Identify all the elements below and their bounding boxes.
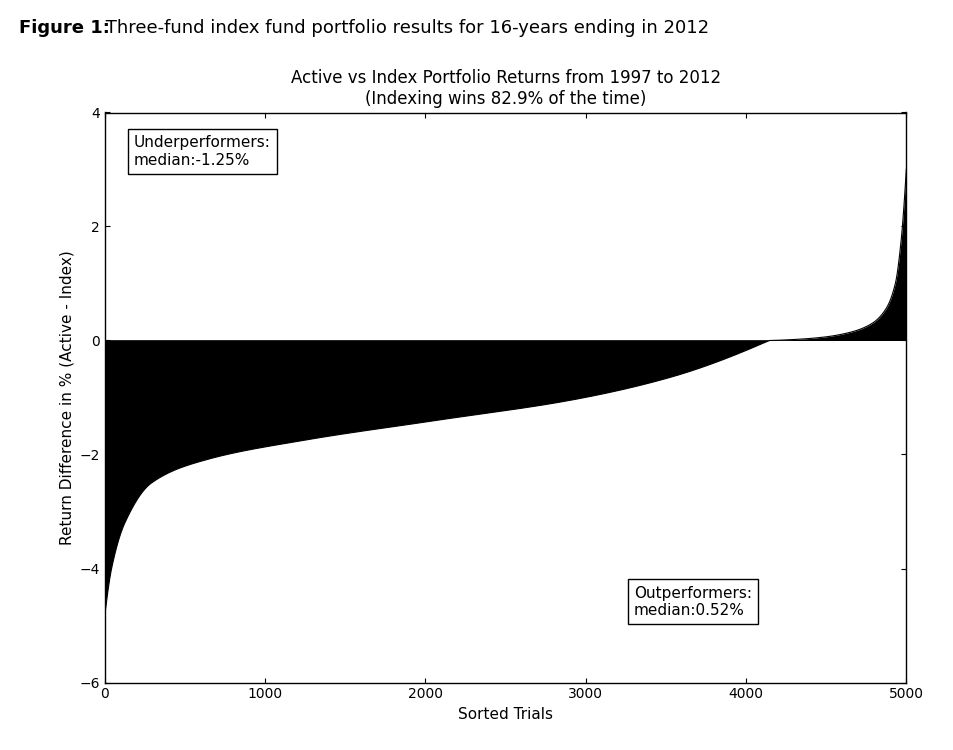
Text: Figure 1:: Figure 1: xyxy=(19,19,110,37)
Text: Three-fund index fund portfolio results for 16-years ending in 2012: Three-fund index fund portfolio results … xyxy=(100,19,708,37)
Title: Active vs Index Portfolio Returns from 1997 to 2012
(Indexing wins 82.9% of the : Active vs Index Portfolio Returns from 1… xyxy=(291,69,720,108)
X-axis label: Sorted Trials: Sorted Trials xyxy=(457,707,553,722)
Text: Underperformers:
median:-1.25%: Underperformers: median:-1.25% xyxy=(133,135,271,168)
Text: Outperformers:
median:0.52%: Outperformers: median:0.52% xyxy=(633,586,751,618)
Y-axis label: Return Difference in % (Active - Index): Return Difference in % (Active - Index) xyxy=(59,251,74,544)
